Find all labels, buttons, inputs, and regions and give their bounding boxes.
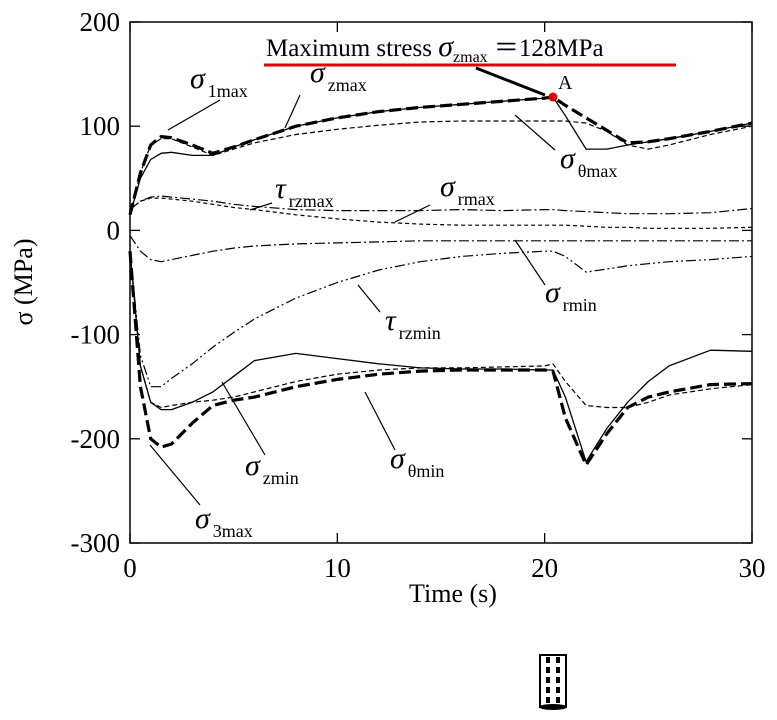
- y-tick-label: 100: [80, 111, 121, 141]
- series-line: [129, 195, 753, 215]
- annotation-part: ＝128MPa: [488, 35, 604, 62]
- series-label: τ rzmin: [385, 304, 441, 343]
- x-tick-label: 0: [123, 553, 137, 583]
- annotation-part: zmax: [453, 49, 488, 66]
- series-label: τ rzmax: [275, 172, 334, 211]
- series-line: [129, 250, 753, 388]
- series-label: σ zmin: [245, 449, 299, 488]
- leader-line: [284, 94, 301, 129]
- y-tick-label: -300: [71, 528, 121, 558]
- series-line: [129, 120, 753, 215]
- series-label: σ rmax: [440, 170, 495, 209]
- series-label: σ θmin: [390, 442, 444, 481]
- leader-line: [364, 391, 396, 451]
- series-line: [129, 251, 753, 409]
- y-tick-label: 200: [80, 7, 121, 37]
- y-tick-label: -100: [71, 320, 121, 350]
- annotation-arrow: [475, 66, 546, 97]
- x-tick-label: 30: [739, 553, 766, 583]
- x-tick-label: 10: [324, 553, 351, 583]
- leader-line: [167, 99, 221, 131]
- series-label: σ 1max: [190, 62, 248, 101]
- leader-line: [149, 444, 201, 506]
- y-axis-label: σ (MPa): [9, 239, 38, 326]
- series-line: [128, 95, 753, 216]
- series-label: σ 3max: [195, 502, 253, 541]
- series-label: σ θmax: [560, 142, 617, 181]
- annotation: Maximum stress σzmax ＝128MPa: [266, 30, 604, 66]
- point-label: A: [558, 72, 573, 94]
- series-line: [129, 235, 752, 263]
- series-line: [128, 251, 753, 467]
- leader-line: [514, 114, 556, 151]
- x-tick-label: 20: [531, 553, 558, 583]
- x-axis-label: Time (s): [409, 579, 497, 608]
- annotation-part: σ: [438, 30, 454, 63]
- leader-line: [221, 381, 266, 456]
- max-point: [548, 92, 558, 102]
- y-tick-label: -200: [71, 424, 121, 454]
- leader-line: [249, 202, 273, 211]
- leader-line: [357, 284, 381, 313]
- series-label: σ rmin: [545, 276, 597, 315]
- leader-line: [514, 239, 546, 286]
- series-line: [129, 251, 753, 463]
- series-line: [129, 197, 753, 229]
- specimen-icon: [539, 654, 567, 710]
- y-tick-label: 0: [107, 215, 121, 245]
- leader-line: [394, 204, 431, 223]
- annotation-part: Maximum stress: [266, 35, 438, 62]
- plot-frame: [129, 21, 753, 544]
